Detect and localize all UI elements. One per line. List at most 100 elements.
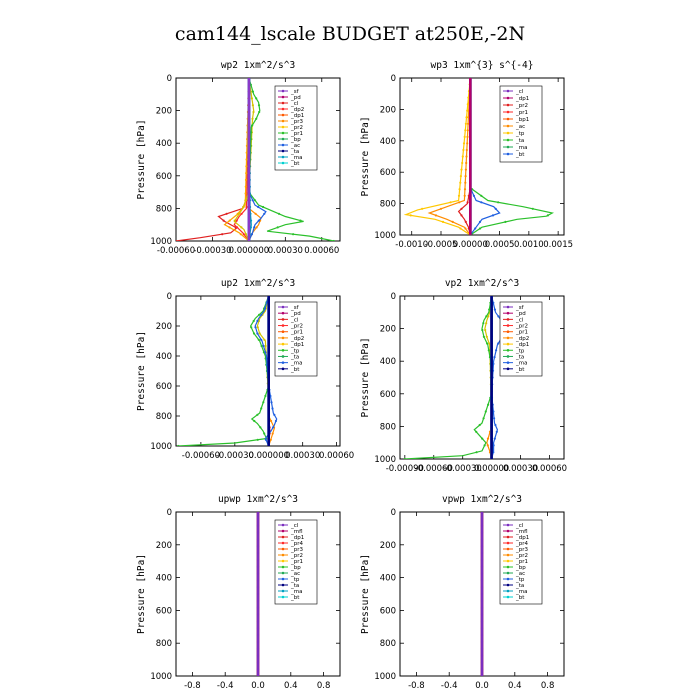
series-point (270, 401, 273, 404)
series-point (260, 407, 263, 410)
x-tick-label: -0.8 (184, 681, 201, 691)
series-point (441, 220, 445, 223)
series-point (256, 592, 260, 596)
series-point (267, 296, 270, 298)
x-tick-label: -0.00060 (157, 246, 195, 256)
series-point (490, 396, 493, 399)
series-point (490, 417, 493, 420)
series-point (469, 116, 472, 119)
series-point (472, 194, 475, 197)
legend-label: _cl (515, 89, 524, 95)
series-point (491, 214, 495, 217)
series-point (332, 239, 335, 241)
series-point (256, 579, 260, 582)
legend-marker (281, 137, 285, 141)
series-point (480, 194, 483, 197)
series-point (485, 322, 488, 325)
legend-marker (506, 324, 510, 327)
series-point (253, 199, 257, 202)
series-point (177, 444, 180, 446)
x-tick-label: -0.4 (217, 681, 234, 691)
series-point (233, 219, 236, 222)
legend-label: _pr4 (290, 541, 304, 547)
legend-label: _tp (515, 577, 525, 583)
panel-title: wp2 1xm^2/s^3 (221, 60, 295, 71)
series-point (257, 104, 261, 107)
series-point (267, 444, 270, 446)
y-tick-label: 800 (156, 639, 172, 649)
series-point (469, 148, 472, 152)
x-tick-label: 0.00030 (503, 464, 538, 474)
series-point (256, 640, 260, 643)
y-tick-label: 800 (380, 639, 396, 649)
series-point (267, 363, 270, 366)
legend-marker (281, 565, 285, 569)
series-point (469, 135, 472, 138)
legend-label: _dp1 (290, 113, 304, 119)
series-point (460, 214, 463, 217)
series-point (256, 332, 259, 335)
legend-marker (506, 577, 510, 581)
legend-label: _pr2 (290, 324, 303, 330)
series-point (176, 239, 178, 241)
series-point (256, 654, 260, 657)
series-point (457, 194, 461, 197)
legend-marker (281, 583, 285, 587)
series-point (482, 335, 485, 338)
legend-marker (281, 336, 285, 340)
series-group (256, 512, 260, 676)
legend-marker (506, 336, 510, 340)
x-tick-label: -0.00060 (182, 451, 220, 461)
panel-4: vp2 1xm^2/s^3 Pressure [hPa] 0 200 400 600 800… (360, 278, 567, 474)
legend-label: _bt (290, 367, 300, 373)
y-tick-label: 200 (156, 322, 172, 332)
series-group (403, 78, 555, 235)
series-point (256, 545, 260, 548)
y-tick-label: 200 (380, 105, 396, 115)
legend-marker (506, 541, 510, 545)
series-point (469, 122, 472, 125)
y-axis-label: Pressure [hPa] (360, 116, 371, 196)
legend-marker (281, 305, 285, 309)
series-point (463, 188, 467, 191)
series-point (490, 437, 493, 440)
legend-label: _mfl (515, 529, 528, 535)
legend-marker (281, 131, 285, 135)
series-point (274, 419, 277, 423)
series-point (486, 437, 490, 440)
legend-marker (506, 89, 510, 93)
legend: _cl_mfl_dp1_pr4_pr3_pr2_pr1_bp_ac_tp_ta_… (274, 519, 318, 605)
y-tick-label: 200 (156, 107, 172, 117)
series-point (480, 551, 484, 555)
legend-marker (281, 589, 285, 593)
series-point (270, 419, 273, 423)
series-point (267, 401, 270, 404)
legend-marker (506, 145, 510, 149)
series-point (244, 233, 248, 236)
legend-label: _ac (515, 124, 525, 130)
series-line-4 (403, 78, 471, 235)
series-point (247, 233, 250, 236)
series-point (490, 457, 493, 459)
series-point (252, 332, 256, 335)
x-tick-label: 0.00030 (268, 246, 303, 256)
series-point (480, 640, 484, 643)
legend-marker (281, 149, 285, 153)
series-point (490, 296, 493, 298)
series-point (228, 219, 231, 222)
series-point (247, 124, 250, 127)
series-point (492, 444, 495, 447)
series-point (487, 403, 490, 406)
series-point (244, 178, 248, 181)
series-point (480, 661, 484, 664)
legend-label: _dp2 (290, 107, 304, 113)
series-point (257, 205, 260, 209)
x-tick-label: -0.0010 (395, 240, 428, 250)
x-tick-label: -0.4 (441, 681, 458, 691)
series-point (469, 78, 472, 80)
series-point (490, 451, 493, 454)
legend-marker (281, 143, 285, 147)
series-point (494, 423, 497, 427)
y-tick-label: 800 (380, 422, 396, 432)
series-point (277, 212, 281, 215)
